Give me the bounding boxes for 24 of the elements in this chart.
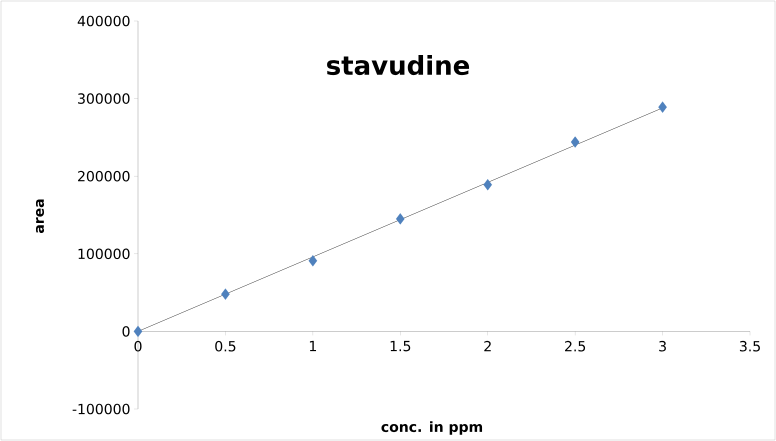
y-tick-label: 0 <box>122 326 130 337</box>
x-tick-label: 2.5 <box>565 340 586 352</box>
x-tick-label: 1.5 <box>390 340 410 352</box>
text: stavudine <box>327 54 470 76</box>
y-tick-label: 200000 <box>78 170 130 182</box>
point <box>221 288 230 300</box>
x-tick-label: 0.5 <box>215 340 236 352</box>
y-tick-label: 100000 <box>78 248 130 260</box>
point <box>134 326 142 338</box>
y-axis-title: area <box>36 199 44 234</box>
y-tick-label: 300000 <box>78 93 130 104</box>
x-tick-label: 3 <box>659 340 666 352</box>
point <box>570 136 580 148</box>
x-tick-label: 0 <box>134 340 142 352</box>
point <box>658 101 667 113</box>
point <box>308 255 318 266</box>
x-tick-label: 3.5 <box>740 340 760 352</box>
y-tick-label: -100000 <box>72 404 130 414</box>
x-tick-label: 2 <box>484 340 491 352</box>
point <box>483 179 492 190</box>
x-axis-title: conc. in ppm <box>381 421 482 435</box>
y-tick-label: 400000 <box>78 16 130 26</box>
point <box>396 213 405 225</box>
x-tick-label: 1 <box>310 340 316 352</box>
